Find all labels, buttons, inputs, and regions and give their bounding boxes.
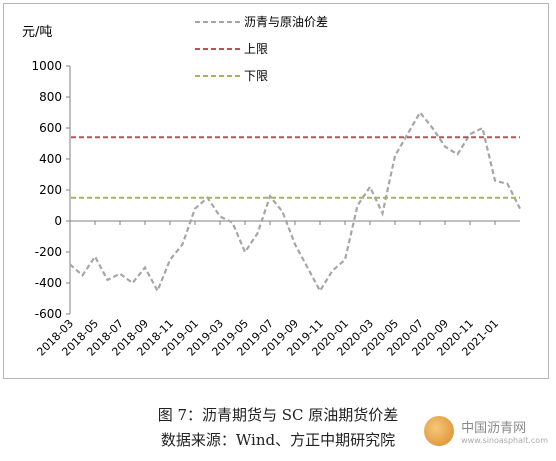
sinoasphalt-logo-icon (424, 416, 454, 446)
watermark-name: 中国沥青网 (461, 421, 527, 436)
y-axis: -600 -400 -200 0 200 400 600 800 1000 (31, 59, 71, 321)
legend-label: 上限 (244, 42, 268, 56)
watermark: 中国沥青网 www.sinoasphalt.com (424, 416, 548, 446)
y-tick-label: 1000 (31, 59, 62, 73)
y-axis-label: 元/吨 (22, 25, 52, 40)
data-source: 数据来源：Wind、方正中期研究院 (160, 431, 396, 449)
series-line-spread (69, 110, 521, 294)
y-tick-label: 600 (39, 121, 62, 135)
y-tick-label: 400 (39, 152, 62, 166)
x-axis: 2018-032018-052018-072018-092018-112019-… (34, 220, 520, 359)
legend-label: 下限 (244, 69, 268, 83)
y-tick-label: -600 (35, 307, 62, 321)
y-tick-label: 200 (39, 183, 62, 197)
figure-caption: 图 7：沥青期货与 SC 原油期货价差 (157, 406, 399, 424)
legend-label: 沥青与原油价差 (244, 15, 328, 29)
y-tick-label: -200 (35, 245, 62, 259)
y-tick-label: -400 (35, 276, 62, 290)
y-tick-label: 800 (39, 90, 62, 104)
chart-frame (3, 3, 549, 379)
watermark-url: www.sinoasphalt.com (461, 436, 548, 445)
y-tick-label: 0 (54, 214, 62, 228)
plot-area (69, 110, 521, 294)
